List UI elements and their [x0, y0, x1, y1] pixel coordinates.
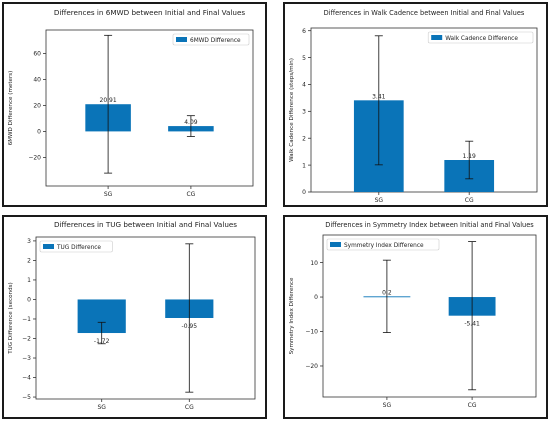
y-tick-label: 0	[314, 294, 318, 301]
y-tick-label: −10	[305, 329, 318, 336]
chart-panel-tug: Differences in TUG between Initial and F…	[2, 215, 267, 419]
y-tick-label: 1	[27, 277, 31, 284]
y-tick-label: −3	[22, 355, 31, 362]
y-tick-label: 2	[27, 258, 31, 265]
chart-title: Differences in Walk Cadence between Init…	[324, 9, 525, 17]
x-tick-label: CG	[185, 404, 194, 411]
legend-label: Walk Cadence Difference	[445, 36, 518, 42]
chart-title: Differences in Symmetry Index between In…	[325, 221, 534, 229]
y-axis-label: 6MWD Difference (meters)	[8, 71, 14, 146]
y-tick-label: 1	[302, 162, 306, 169]
y-axis-label: TUG Difference (seconds)	[8, 282, 14, 354]
y-tick-label: 6	[302, 28, 306, 35]
legend-swatch	[330, 242, 341, 247]
data-label-cg: -5.41	[464, 321, 480, 328]
legend: Symmetry Index Difference	[326, 238, 440, 251]
data-label-cg: -0.95	[182, 323, 198, 330]
legend: 6MWD Difference	[172, 33, 250, 46]
chart-panel-6mwd: Differences in 6MWD between Initial and …	[2, 2, 267, 207]
data-label-sg: -1.72	[94, 338, 110, 345]
data-label-sg: 3.41	[372, 93, 386, 100]
y-tick-label: 5	[302, 55, 306, 62]
legend: TUG Difference	[39, 240, 113, 253]
chart-tug: Differences in TUG between Initial and F…	[8, 220, 256, 411]
legend-swatch	[43, 244, 54, 249]
y-tick-label: −2	[22, 336, 31, 343]
chart-6mwd: Differences in 6MWD between Initial and …	[8, 8, 254, 198]
y-tick-label: 10	[310, 260, 318, 267]
legend-label: Symmetry Index Difference	[344, 243, 424, 249]
y-tick-label: 3	[27, 238, 31, 245]
data-label-cg: 1.19	[463, 153, 477, 160]
y-tick-label: −4	[22, 375, 31, 382]
chart-title: Differences in TUG between Initial and F…	[54, 220, 237, 229]
y-tick-label: 0	[37, 129, 41, 136]
y-tick-label: 3	[302, 109, 306, 116]
legend-label: TUG Difference	[56, 245, 101, 251]
legend-swatch	[431, 35, 443, 40]
data-label-sg: 20.91	[100, 97, 117, 104]
y-tick-label: 0	[302, 189, 306, 196]
legend: Walk Cadence Difference	[427, 31, 534, 44]
x-tick-label: CG	[186, 191, 195, 198]
chart-panel-walk-cadence: Differences in Walk Cadence between Init…	[283, 2, 548, 207]
x-tick-label: SG	[383, 402, 392, 409]
y-tick-label: −1	[22, 316, 31, 323]
x-tick-label: CG	[468, 402, 477, 409]
y-axis-label: Symmetry Index Difference	[289, 277, 295, 354]
legend-swatch	[176, 37, 187, 42]
y-tick-label: 2	[302, 135, 306, 142]
x-tick-label: SG	[97, 404, 106, 411]
plot-frame	[35, 236, 256, 400]
plot-frame	[322, 234, 537, 398]
legend-label: 6MWD Difference	[190, 38, 241, 44]
chart-panel-symmetry-index: Differences in Symmetry Index between In…	[283, 215, 548, 419]
x-tick-label: CG	[465, 197, 474, 204]
y-tick-label: −20	[28, 155, 41, 162]
plot-frame	[45, 29, 254, 187]
y-tick-label: −5	[22, 394, 31, 401]
chart-symmetry-index: Differences in Symmetry Index between In…	[289, 221, 537, 409]
y-tick-label: 40	[33, 77, 41, 84]
y-axis-label: Walk Cadence Difference (steps/min)	[289, 58, 295, 162]
y-tick-label: 0	[27, 297, 31, 304]
x-tick-label: SG	[375, 197, 384, 204]
chart-title: Differences in 6MWD between Initial and …	[54, 8, 246, 17]
y-tick-label: 20	[33, 103, 41, 110]
y-tick-label: 60	[33, 51, 41, 58]
data-label-cg: 4.09	[184, 119, 198, 126]
chart-walk-cadence: Differences in Walk Cadence between Init…	[289, 9, 538, 204]
y-tick-label: 4	[302, 82, 306, 89]
y-tick-label: −20	[305, 363, 318, 370]
plot-frame	[310, 27, 538, 193]
x-tick-label: SG	[104, 191, 113, 198]
data-label-sg: 0.2	[382, 289, 392, 296]
